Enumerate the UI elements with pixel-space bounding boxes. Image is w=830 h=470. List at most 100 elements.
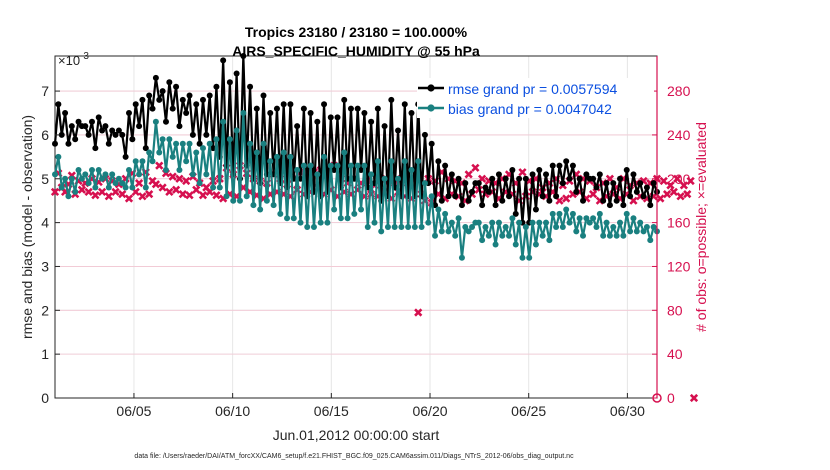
rmse-data-point (354, 105, 361, 112)
rmse-data-point (203, 131, 210, 138)
obs-evaluated-point (165, 187, 174, 197)
bias-data-point (247, 140, 254, 147)
obs-evaluated-point (50, 187, 60, 197)
chart-title-line1: Tropics 23180 / 23180 = 100.000% (245, 24, 468, 40)
rmse-data-point (176, 123, 183, 130)
bias-data-point (166, 136, 173, 143)
bias-data-point (183, 158, 190, 165)
rmse-data-point (122, 153, 129, 160)
bias-data-point (442, 210, 449, 217)
bias-data-point (432, 232, 439, 239)
rmse-data-point (55, 101, 62, 108)
rmse-data-point (583, 171, 590, 178)
bias-data-point (640, 228, 647, 235)
rmse-data-point (196, 140, 203, 147)
bias-data-point (112, 180, 119, 187)
bias-data-point (546, 237, 553, 244)
rmse-data-point (162, 118, 169, 125)
rmse-data-point (253, 105, 260, 112)
rmse-data-point (314, 118, 321, 125)
rmse-data-point (68, 123, 75, 130)
bias-data-point (267, 158, 274, 165)
bias-data-point (569, 210, 576, 217)
bias-data-point (193, 149, 200, 156)
rmse-data-point (536, 167, 543, 173)
y-right-tick-label: 240 (667, 127, 691, 143)
y-right-tick-label: 120 (667, 258, 691, 274)
rmse-data-point (115, 127, 122, 134)
rmse-data-point (610, 180, 617, 187)
rmse-data-point (489, 175, 496, 182)
rmse-data-point (465, 197, 472, 204)
rmse-data-point (559, 180, 566, 187)
bias-data-point (226, 136, 233, 143)
bias-data-point (277, 210, 284, 217)
legend-background (417, 78, 654, 118)
bias-data-point (384, 224, 391, 230)
obs-evaluated-point (683, 189, 692, 199)
bias-data-point (492, 241, 499, 248)
rmse-data-point (516, 175, 523, 182)
bias-data-point (317, 219, 324, 226)
bias-data-point (109, 171, 116, 178)
rmse-data-point (630, 171, 637, 178)
bias-data-point (613, 232, 620, 239)
bias-data-point (136, 171, 143, 178)
rmse-data-point (300, 105, 307, 112)
bias-data-point (243, 193, 250, 200)
bias-data-point (257, 206, 264, 213)
rmse-data-point (210, 145, 217, 152)
rmse-data-point (82, 123, 89, 130)
bias-data-point (516, 219, 523, 226)
rmse-data-point (580, 197, 587, 204)
obs-evaluated-point (171, 185, 181, 194)
obs-evaluated-point (185, 191, 194, 200)
rmse-data-point (331, 167, 338, 173)
obs-evaluated-point (111, 187, 120, 197)
bias-data-point (593, 224, 600, 230)
rmse-data-point (421, 131, 428, 138)
bias-data-point (543, 219, 550, 226)
bias-data-point (556, 210, 563, 217)
y-exponent-label: ×10-3 (58, 51, 89, 68)
rmse-data-point (522, 175, 529, 182)
bias-data-point (603, 219, 610, 226)
rmse-data-point (576, 175, 583, 182)
bias-data-point (223, 193, 230, 200)
bias-data-point (462, 224, 469, 230)
obs-evaluated-point (145, 189, 154, 199)
rmse-data-point (199, 96, 206, 103)
y-exponent-base: ×10 (58, 53, 80, 68)
bias-data-point (122, 184, 129, 191)
bias-data-point (55, 153, 62, 160)
rmse-data-point (556, 162, 563, 169)
rmse-data-point (146, 92, 153, 99)
bias-data-point (418, 224, 425, 230)
bias-data-point (586, 219, 593, 226)
legend: rmse grand pr = 0.0057594 bias grand pr … (417, 78, 654, 118)
y-axis-right-label: # of obs: o=possible; ×=evaluated (693, 122, 709, 332)
obs-evaluated-point (686, 176, 695, 186)
rmse-data-point (327, 114, 334, 121)
bias-data-point (529, 219, 536, 226)
axes-layer: 06/05 06/10 06/15 06/20 06/25 06/30 0 1 2 3 4 5 6 7 0 4… (41, 56, 691, 419)
bias-data-point (371, 219, 378, 226)
rmse-data-point (627, 193, 634, 200)
bias-data-point (573, 228, 580, 235)
footer-data-file: data file: /Users/raeder/DAI/ATM_forcXX/… (134, 453, 574, 460)
bias-data-point (68, 175, 75, 182)
rmse-data-point (452, 193, 459, 200)
bias-data-point (331, 206, 338, 213)
bias-data-point (119, 180, 126, 187)
bias-data-point (482, 224, 489, 230)
y-left-tick-label: 6 (41, 127, 49, 143)
bias-data-point (509, 215, 516, 222)
bias-data-point (381, 175, 388, 182)
rmse-data-point (233, 70, 240, 77)
rmse-data-point (65, 140, 72, 147)
bias-data-point (536, 219, 543, 226)
obs-evaluated-point (679, 181, 689, 190)
rmse-data-point (75, 118, 82, 125)
bias-data-point (425, 219, 432, 226)
rmse-data-point (260, 92, 267, 99)
